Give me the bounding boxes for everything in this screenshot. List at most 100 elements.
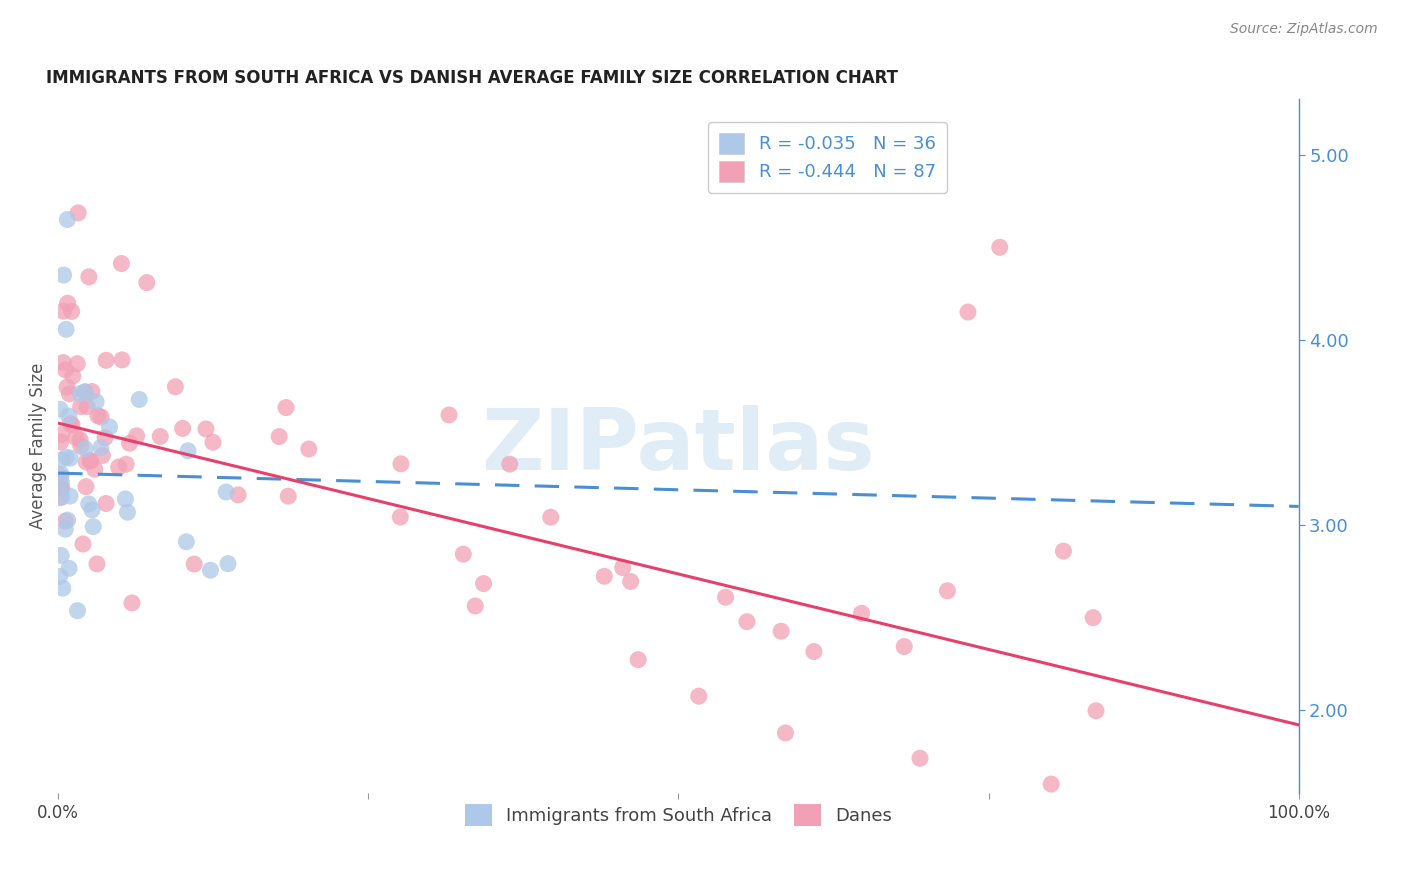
Point (80, 384, 103, 399)
Point (62, 369, 84, 384)
Point (67, 206, 90, 220)
Point (49, 467, 72, 482)
Point (936, 583, 959, 598)
Point (51, 475, 73, 490)
Point (72, 537, 94, 551)
Point (56, 212, 79, 227)
Point (908, 751, 931, 765)
Point (775, 726, 797, 740)
Point (75, 455, 97, 469)
Point (60, 417, 83, 432)
Point (499, 457, 522, 471)
Point (298, 442, 321, 456)
Point (714, 591, 737, 605)
Point (90, 441, 112, 455)
Point (125, 429, 148, 443)
Text: ZIPatlas: ZIPatlas (481, 405, 876, 488)
Point (90, 409, 112, 424)
Point (453, 547, 475, 561)
Point (115, 457, 138, 471)
Point (612, 560, 634, 574)
Point (118, 436, 141, 450)
Point (117, 505, 139, 519)
Point (149, 429, 172, 443)
Point (51, 490, 73, 504)
Point (53, 522, 76, 536)
Point (1085, 704, 1108, 718)
Point (53, 514, 76, 528)
Point (79, 454, 101, 468)
Point (389, 510, 412, 524)
Point (200, 563, 222, 577)
Point (48, 569, 70, 583)
Point (688, 689, 710, 703)
Point (389, 457, 412, 471)
Text: Source: ZipAtlas.com: Source: ZipAtlas.com (1230, 22, 1378, 37)
Point (94, 431, 117, 445)
Point (69, 439, 91, 453)
Point (183, 557, 205, 571)
Point (988, 240, 1011, 254)
Point (75, 480, 97, 494)
Point (52, 355, 75, 369)
Point (202, 435, 225, 450)
Point (1083, 610, 1105, 624)
Point (55, 322, 77, 336)
Point (49, 482, 72, 496)
Point (66, 604, 89, 618)
Point (52, 581, 75, 595)
Point (49, 469, 72, 483)
Point (277, 489, 299, 503)
Point (107, 460, 129, 475)
Point (82, 519, 104, 533)
Point (114, 491, 136, 506)
Point (165, 380, 187, 394)
Point (51, 453, 73, 467)
Point (59, 417, 82, 431)
Point (269, 429, 291, 443)
Point (111, 352, 134, 367)
Point (893, 640, 915, 654)
Point (87, 409, 110, 423)
Point (627, 653, 650, 667)
Point (55, 450, 77, 464)
Point (60, 304, 83, 318)
Point (66, 357, 89, 371)
Point (735, 615, 758, 629)
Point (52, 268, 75, 282)
Point (76, 400, 98, 414)
Point (851, 607, 873, 621)
Point (73, 384, 96, 399)
Point (176, 534, 198, 549)
Point (135, 276, 157, 290)
Legend: Immigrants from South Africa, Danes: Immigrants from South Africa, Danes (457, 797, 900, 833)
Point (540, 510, 562, 524)
Point (464, 599, 486, 613)
Point (110, 256, 132, 270)
Point (59, 489, 82, 503)
Point (51, 427, 73, 442)
Point (80, 503, 103, 517)
Point (274, 401, 297, 415)
Point (55, 363, 77, 377)
Point (620, 574, 643, 589)
Point (83, 462, 105, 476)
Point (56, 380, 79, 394)
Point (69, 400, 91, 414)
Point (52, 304, 75, 318)
Point (215, 485, 238, 500)
Point (79, 453, 101, 467)
Y-axis label: Average Family Size: Average Family Size (30, 363, 46, 530)
Point (437, 408, 460, 422)
Point (84, 394, 107, 409)
Point (593, 569, 616, 583)
Point (91, 449, 114, 463)
Point (128, 392, 150, 407)
Point (803, 644, 825, 658)
Point (56, 513, 79, 527)
Point (73, 385, 96, 400)
Point (58, 386, 80, 401)
Point (49, 402, 72, 417)
Point (77, 269, 100, 284)
Point (75, 442, 97, 456)
